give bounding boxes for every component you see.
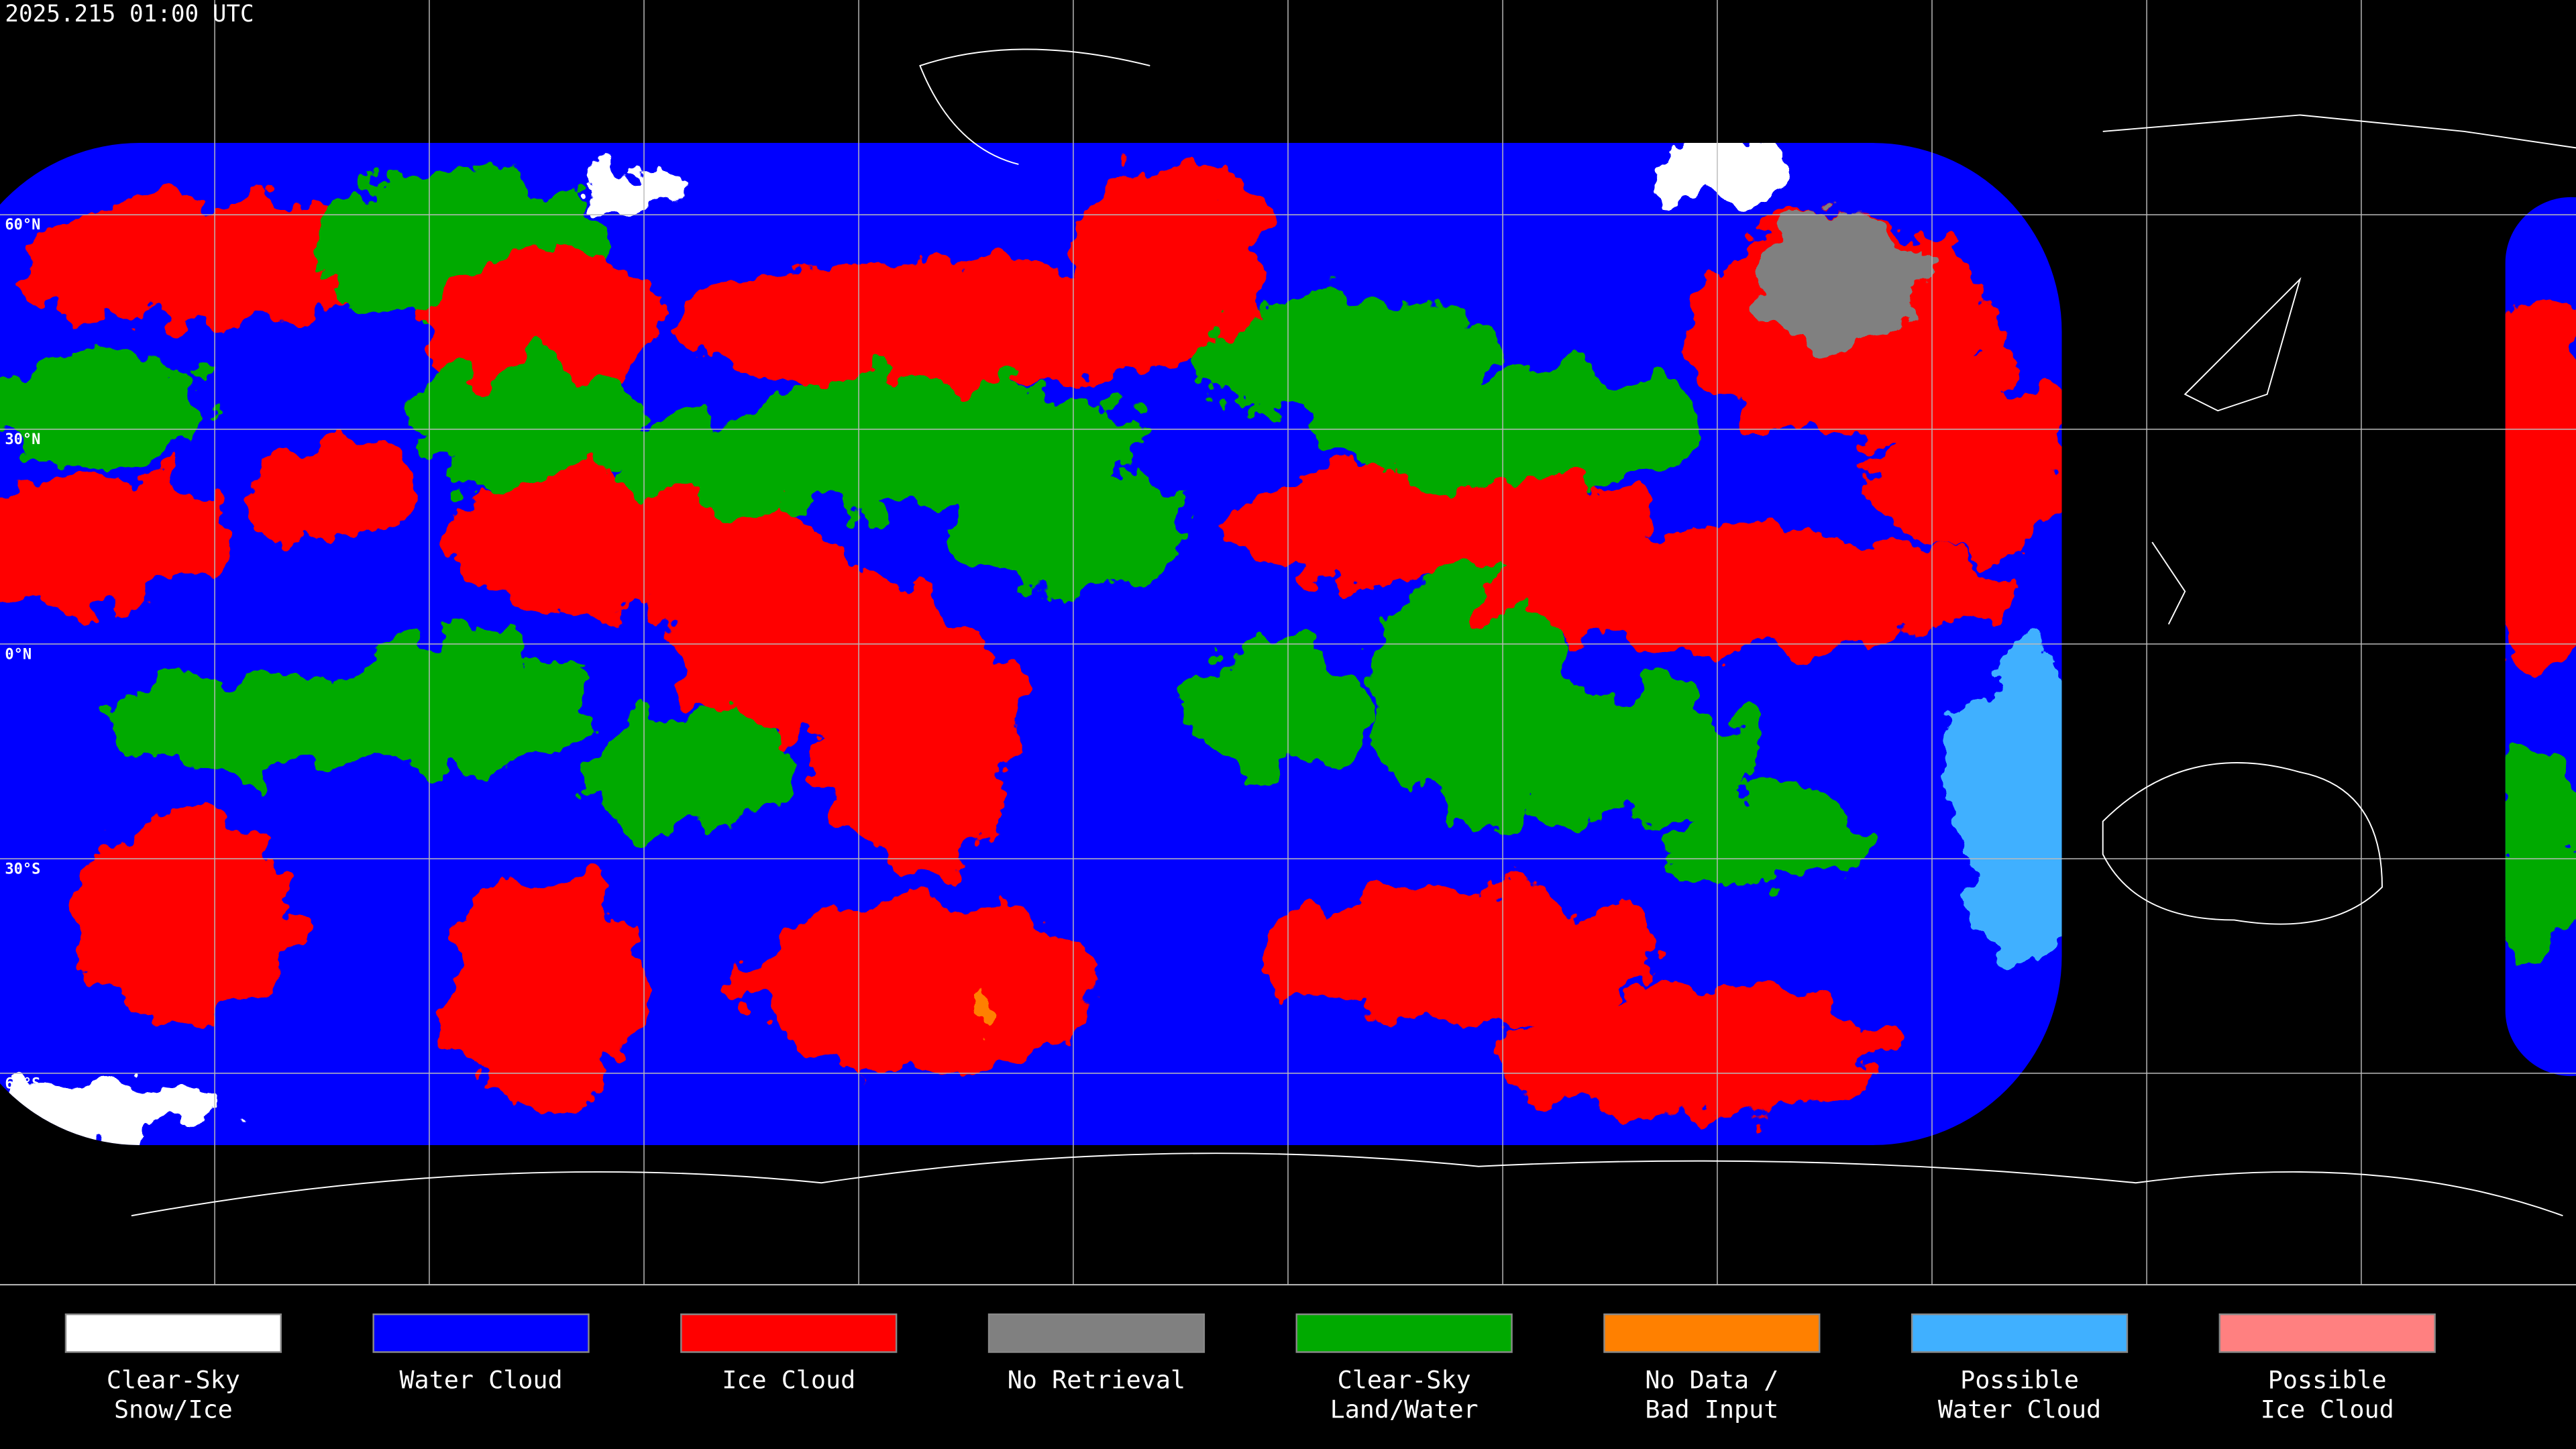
legend-label: Water Cloud [399,1365,562,1394]
latitude-label: 60°S [5,1075,40,1092]
latitude-label: 0°N [5,646,32,663]
legend-swatch [372,1313,590,1353]
legend-label: No Retrieval [1008,1365,1185,1394]
coastlines [131,48,2576,1217]
legend-label: Possible [1960,1365,2079,1394]
legend-swatch [987,1313,1205,1353]
legend-label: Bad Input [1645,1395,1778,1424]
graticule [0,0,2576,1285]
legend-swatch [64,1313,282,1353]
latitude-label: 30°N [5,431,40,448]
legend-label: Clear-Sky [1338,1365,1471,1394]
legend-label: Clear-Sky [107,1365,240,1394]
legend-label: Possible [2268,1365,2387,1394]
legend-label: Water Cloud [1938,1395,2101,1424]
latitude-label: 30°S [5,861,40,877]
legend-swatch [1603,1313,1821,1353]
timestamp: 2025.215 01:00 UTC [5,1,254,28]
legend-swatch [2218,1313,2436,1353]
latitude-labels: 60°N 30°N 0°N 30°S 60°S [5,217,40,1092]
legend-label: Ice Cloud [722,1365,855,1394]
legend-swatch [680,1313,898,1353]
legend-label: No Data / [1645,1365,1778,1394]
latitude-label: 60°N [5,217,40,233]
legend-label: Ice Cloud [2261,1395,2394,1424]
legend-label: Land/Water [1330,1395,1479,1424]
legend-swatch [1911,1313,2129,1353]
legend-label: Snow/Ice [114,1395,233,1424]
legend-swatch [1295,1313,1513,1353]
